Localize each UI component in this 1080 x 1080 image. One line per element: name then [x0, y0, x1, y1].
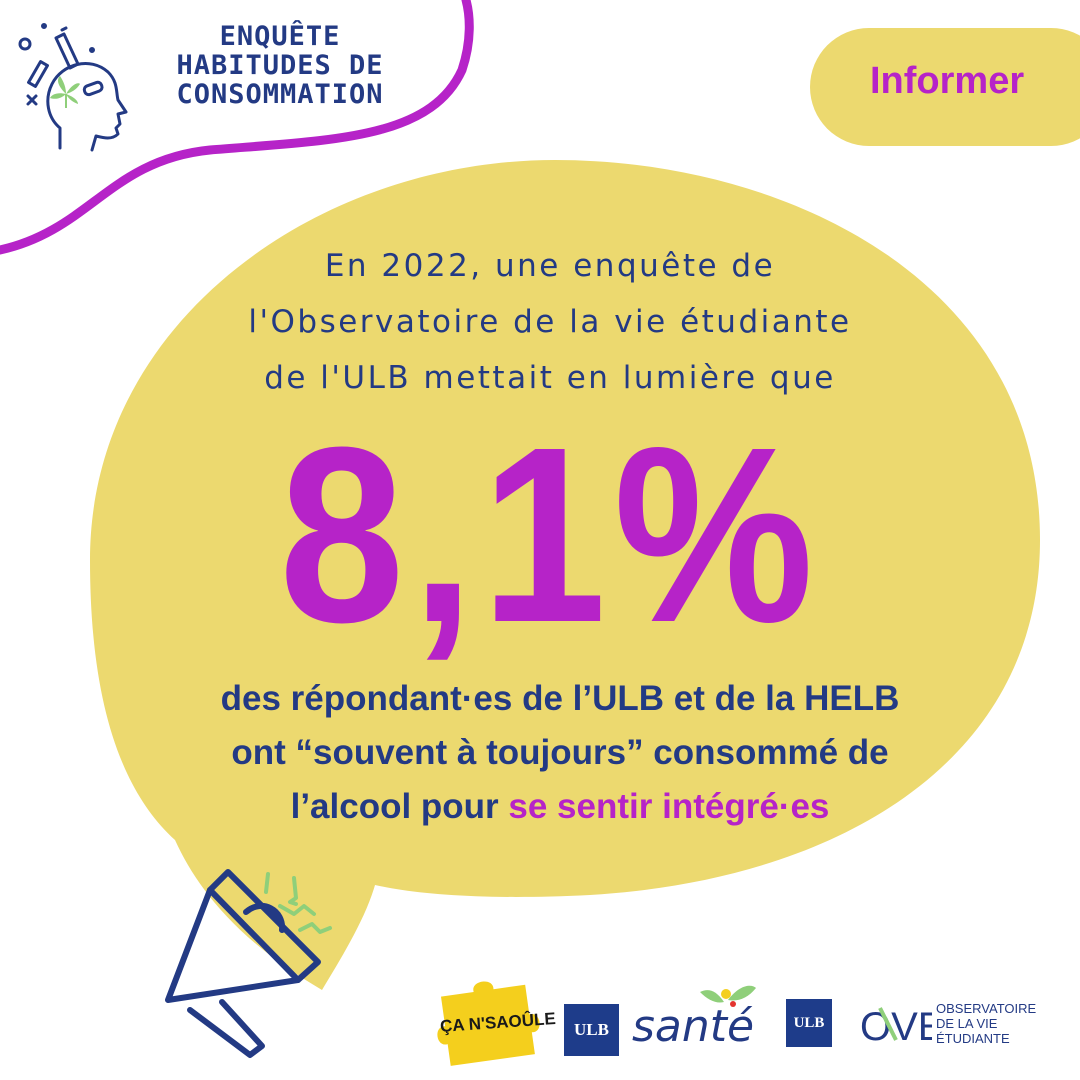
intro-text: En 2022, une enquête de l'Observatoire d…: [200, 238, 900, 406]
intro-line: de l'ULB mettait en lumière que: [264, 360, 836, 396]
survey-title: ENQUÊTE HABITUDES DE CONSOMMATION: [176, 21, 384, 110]
conclusion-line: des répondant·es de l’ULB et de la HELB: [220, 679, 900, 718]
conclusion-line: l’alcool pour se sentir intégré·es: [290, 787, 830, 826]
conclusion-line: ont “souvent à toujours” consommé de: [231, 733, 889, 772]
head-with-substances-icon: [18, 23, 128, 152]
intro-line: En 2022, une enquête de: [324, 248, 776, 284]
cannabis-leaf-icon: [50, 76, 80, 108]
informer-tag: [810, 28, 1080, 146]
sound-waves-icon: [264, 872, 332, 934]
highlight-text: se sentir intégré·es: [508, 787, 830, 826]
ulb-logo-small: ULB: [786, 999, 832, 1047]
purple-swoosh: [0, 0, 474, 255]
ove-logo-letters: OVE: [860, 1005, 932, 1048]
sante-flower-icon: [700, 985, 756, 1007]
speech-bubble: [90, 160, 1040, 990]
sante-logo-text: santé: [632, 1001, 755, 1052]
ove-logo-mark: OVE: [860, 1005, 932, 1048]
ove-logo-text: OBSERVATOIRE DE LA VIE ÉTUDIANTE: [936, 1001, 1037, 1046]
conclusion-text: des répondant·es de l’ULB et de la HELB …: [180, 672, 940, 834]
ulb-logo: ULB: [564, 1004, 619, 1056]
puzzle-logo: [437, 981, 540, 1066]
intro-line: l'Observatoire de la vie étudiante: [248, 304, 852, 340]
megaphone-icon: [165, 869, 321, 1058]
statistic-value: 8,1%: [279, 395, 821, 674]
informer-tag-label: Informer: [870, 60, 1025, 102]
